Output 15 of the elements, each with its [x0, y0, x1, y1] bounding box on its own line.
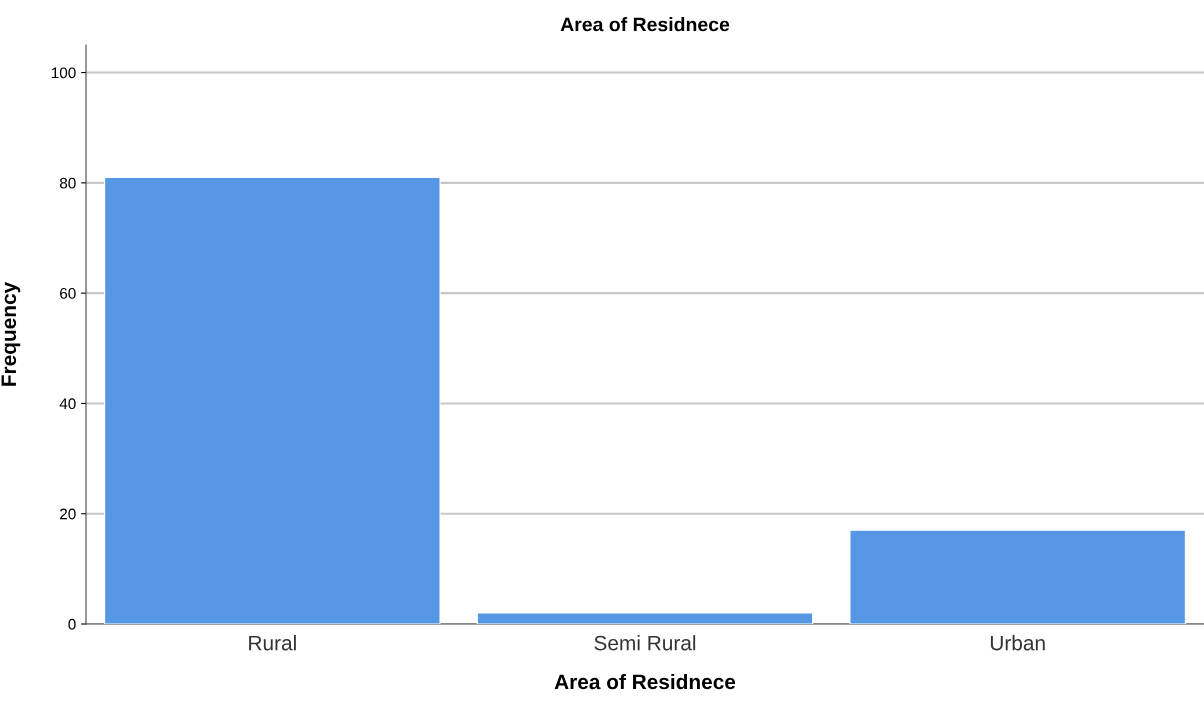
- x-tick-label: Semi Rural: [594, 635, 696, 651]
- y-tick-label: 80: [59, 177, 76, 189]
- y-tick-label: 40: [59, 398, 76, 410]
- y-tick-label: 100: [51, 67, 76, 79]
- x-tick-label: Rural: [249, 635, 296, 651]
- chart-title: Area of Residnece: [560, 17, 730, 32]
- y-tick-label: 0: [68, 618, 76, 630]
- y-axis-title: Frequency: [1, 281, 21, 386]
- bar: [104, 176, 441, 624]
- x-tick-label: Urban: [990, 635, 1045, 651]
- x-axis-title: Area of Residnece: [554, 673, 736, 690]
- bar: [476, 612, 814, 624]
- y-tick-label: 20: [60, 508, 76, 520]
- bar: [849, 529, 1186, 624]
- y-tick-label: 60: [60, 288, 76, 299]
